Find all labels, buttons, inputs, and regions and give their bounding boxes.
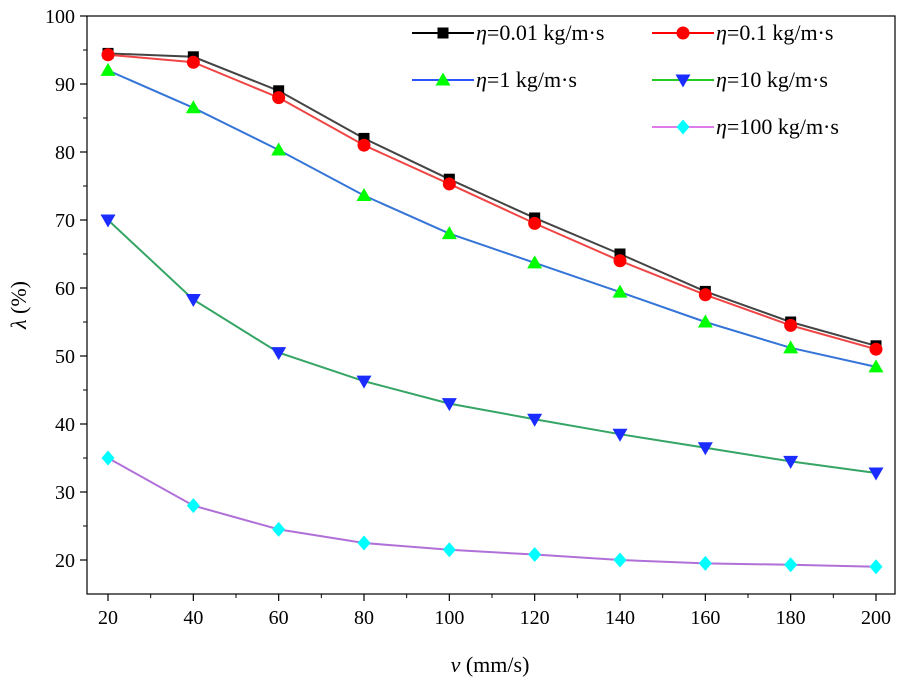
legend-label: η=0.1 kg/m·s	[716, 20, 833, 45]
legend-item-4: η=100 kg/m·s	[652, 114, 839, 139]
data-point	[869, 342, 883, 356]
legend-item-0: η=0.01 kg/m·s	[412, 20, 604, 45]
data-point	[272, 521, 286, 537]
legend-item-2: η=1 kg/m·s	[412, 67, 577, 92]
y-tick-label: 70	[55, 210, 75, 232]
data-point	[612, 428, 628, 442]
x-tick-label: 80	[354, 607, 374, 629]
data-point	[101, 48, 115, 62]
data-point	[868, 467, 884, 481]
data-point	[271, 347, 287, 361]
y-tick-label: 20	[55, 550, 75, 572]
x-axis-label: v (mm/s)	[451, 652, 530, 677]
data-point	[358, 132, 370, 144]
legend-label: η=1 kg/m·s	[476, 67, 577, 92]
y-tick-label: 30	[55, 482, 75, 504]
series-line	[107, 69, 877, 368]
series-line	[107, 457, 877, 568]
legend-item-1: η=0.1 kg/m·s	[652, 20, 833, 45]
data-point	[528, 216, 542, 230]
data-point	[272, 91, 286, 105]
data-point	[100, 214, 116, 228]
data-point	[185, 100, 201, 114]
y-tick-label: 90	[55, 74, 75, 96]
data-point	[186, 498, 200, 514]
legend-item-3: η=10 kg/m·s	[652, 67, 828, 92]
y-tick-label: 40	[55, 414, 75, 436]
data-point	[185, 294, 201, 308]
legend-label: η=10 kg/m·s	[716, 67, 828, 92]
legend-marker	[676, 119, 690, 135]
data-point	[783, 340, 799, 354]
data-point	[356, 375, 372, 389]
y-tick-label: 50	[55, 346, 75, 368]
series-line	[107, 219, 877, 474]
data-point	[357, 535, 371, 551]
plot-frame	[86, 15, 896, 595]
y-tick-label: 60	[55, 278, 75, 300]
series-line	[107, 52, 877, 347]
x-tick-label: 100	[434, 607, 464, 629]
y-tick-label: 100	[45, 6, 75, 28]
legend-marker	[675, 74, 691, 88]
series-line	[107, 53, 877, 351]
data-point	[784, 557, 798, 573]
legend-marker	[437, 27, 449, 39]
data-point	[698, 288, 712, 302]
legend-marker	[676, 26, 690, 40]
data-point	[527, 413, 543, 427]
x-tick-label: 40	[183, 607, 203, 629]
legend-label: η=0.01 kg/m·s	[476, 20, 604, 45]
data-point	[868, 359, 884, 373]
data-point	[271, 142, 287, 156]
x-tick-label: 60	[269, 607, 289, 629]
y-tick-label: 80	[55, 142, 75, 164]
data-point	[697, 314, 713, 328]
data-point	[357, 138, 371, 152]
y-axis-label: λ (%)	[6, 281, 31, 330]
data-point	[784, 318, 798, 332]
data-point	[613, 552, 627, 568]
x-tick-label: 160	[690, 607, 720, 629]
x-tick-label: 180	[776, 607, 806, 629]
series-2	[100, 62, 884, 373]
data-point	[698, 555, 712, 571]
x-tick-label: 120	[520, 607, 550, 629]
series-1	[101, 48, 883, 356]
data-point	[697, 442, 713, 456]
legend-label: η=100 kg/m·s	[716, 114, 839, 139]
x-tick-label: 140	[605, 607, 635, 629]
series-0	[102, 47, 882, 352]
data-point	[100, 62, 116, 76]
data-point	[442, 542, 456, 558]
data-point	[614, 248, 626, 260]
data-point	[273, 85, 285, 97]
data-point	[783, 455, 799, 469]
x-tick-label: 20	[98, 607, 118, 629]
data-point	[442, 177, 456, 191]
data-point	[613, 254, 627, 268]
series-4	[101, 450, 883, 575]
data-point	[441, 398, 457, 412]
data-point	[869, 559, 883, 575]
x-tick-label: 200	[861, 607, 891, 629]
series-3	[100, 214, 884, 481]
legend-marker	[435, 72, 451, 86]
data-point	[528, 547, 542, 563]
data-point	[101, 450, 115, 466]
data-point	[186, 55, 200, 69]
data-point	[612, 284, 628, 298]
data-point	[356, 188, 372, 202]
data-point	[441, 226, 457, 240]
data-point	[527, 255, 543, 269]
